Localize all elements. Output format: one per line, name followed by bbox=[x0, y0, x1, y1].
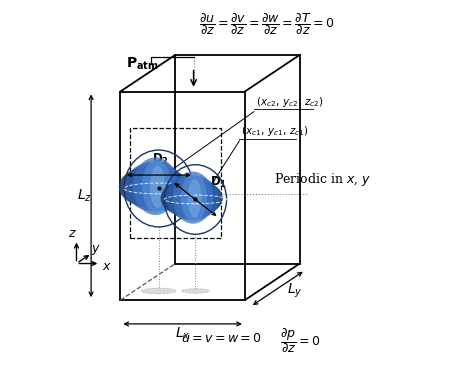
Ellipse shape bbox=[133, 157, 178, 215]
Text: $\mathbf{D_2}$: $\mathbf{D_2}$ bbox=[152, 152, 169, 167]
Ellipse shape bbox=[142, 288, 176, 294]
Ellipse shape bbox=[161, 179, 223, 217]
Ellipse shape bbox=[150, 166, 165, 208]
Ellipse shape bbox=[119, 166, 189, 208]
Ellipse shape bbox=[125, 161, 184, 212]
Text: $y$: $y$ bbox=[91, 243, 100, 257]
Text: Periodic in $x$, $y$: Periodic in $x$, $y$ bbox=[274, 171, 371, 188]
Text: $z$: $z$ bbox=[67, 227, 76, 240]
Text: $L_y$: $L_y$ bbox=[287, 282, 303, 300]
Text: $\dfrac{\partial p}{\partial z}=0$: $\dfrac{\partial p}{\partial z}=0$ bbox=[280, 326, 320, 355]
Text: $L_z$: $L_z$ bbox=[77, 188, 92, 204]
Ellipse shape bbox=[181, 289, 209, 293]
Text: $L_x$: $L_x$ bbox=[175, 326, 190, 342]
Ellipse shape bbox=[142, 160, 171, 213]
Text: $\mathbf{P}_{\mathbf{atm}}$: $\mathbf{P}_{\mathbf{atm}}$ bbox=[126, 56, 159, 72]
Text: $u = v = w = 0$: $u = v = w = 0$ bbox=[181, 332, 261, 345]
Ellipse shape bbox=[181, 173, 207, 222]
Text: $(x_{c2},\, y_{c2},\, z_{c2})$: $(x_{c2},\, y_{c2},\, z_{c2})$ bbox=[256, 95, 323, 109]
Text: $\mathbf{D_1}$: $\mathbf{D_1}$ bbox=[210, 175, 227, 190]
Text: $\dfrac{\partial u}{\partial z}=\dfrac{\partial v}{\partial z}=\dfrac{\partial w: $\dfrac{\partial u}{\partial z}=\dfrac{\… bbox=[199, 11, 335, 37]
Text: $x$: $x$ bbox=[102, 260, 112, 273]
Bar bbox=[130, 128, 221, 238]
Ellipse shape bbox=[173, 172, 213, 224]
Ellipse shape bbox=[188, 179, 201, 217]
Text: $(x_{c1},\, y_{c1},\, z_{c1})$: $(x_{c1},\, y_{c1},\, z_{c1})$ bbox=[241, 124, 309, 138]
Ellipse shape bbox=[166, 175, 218, 220]
